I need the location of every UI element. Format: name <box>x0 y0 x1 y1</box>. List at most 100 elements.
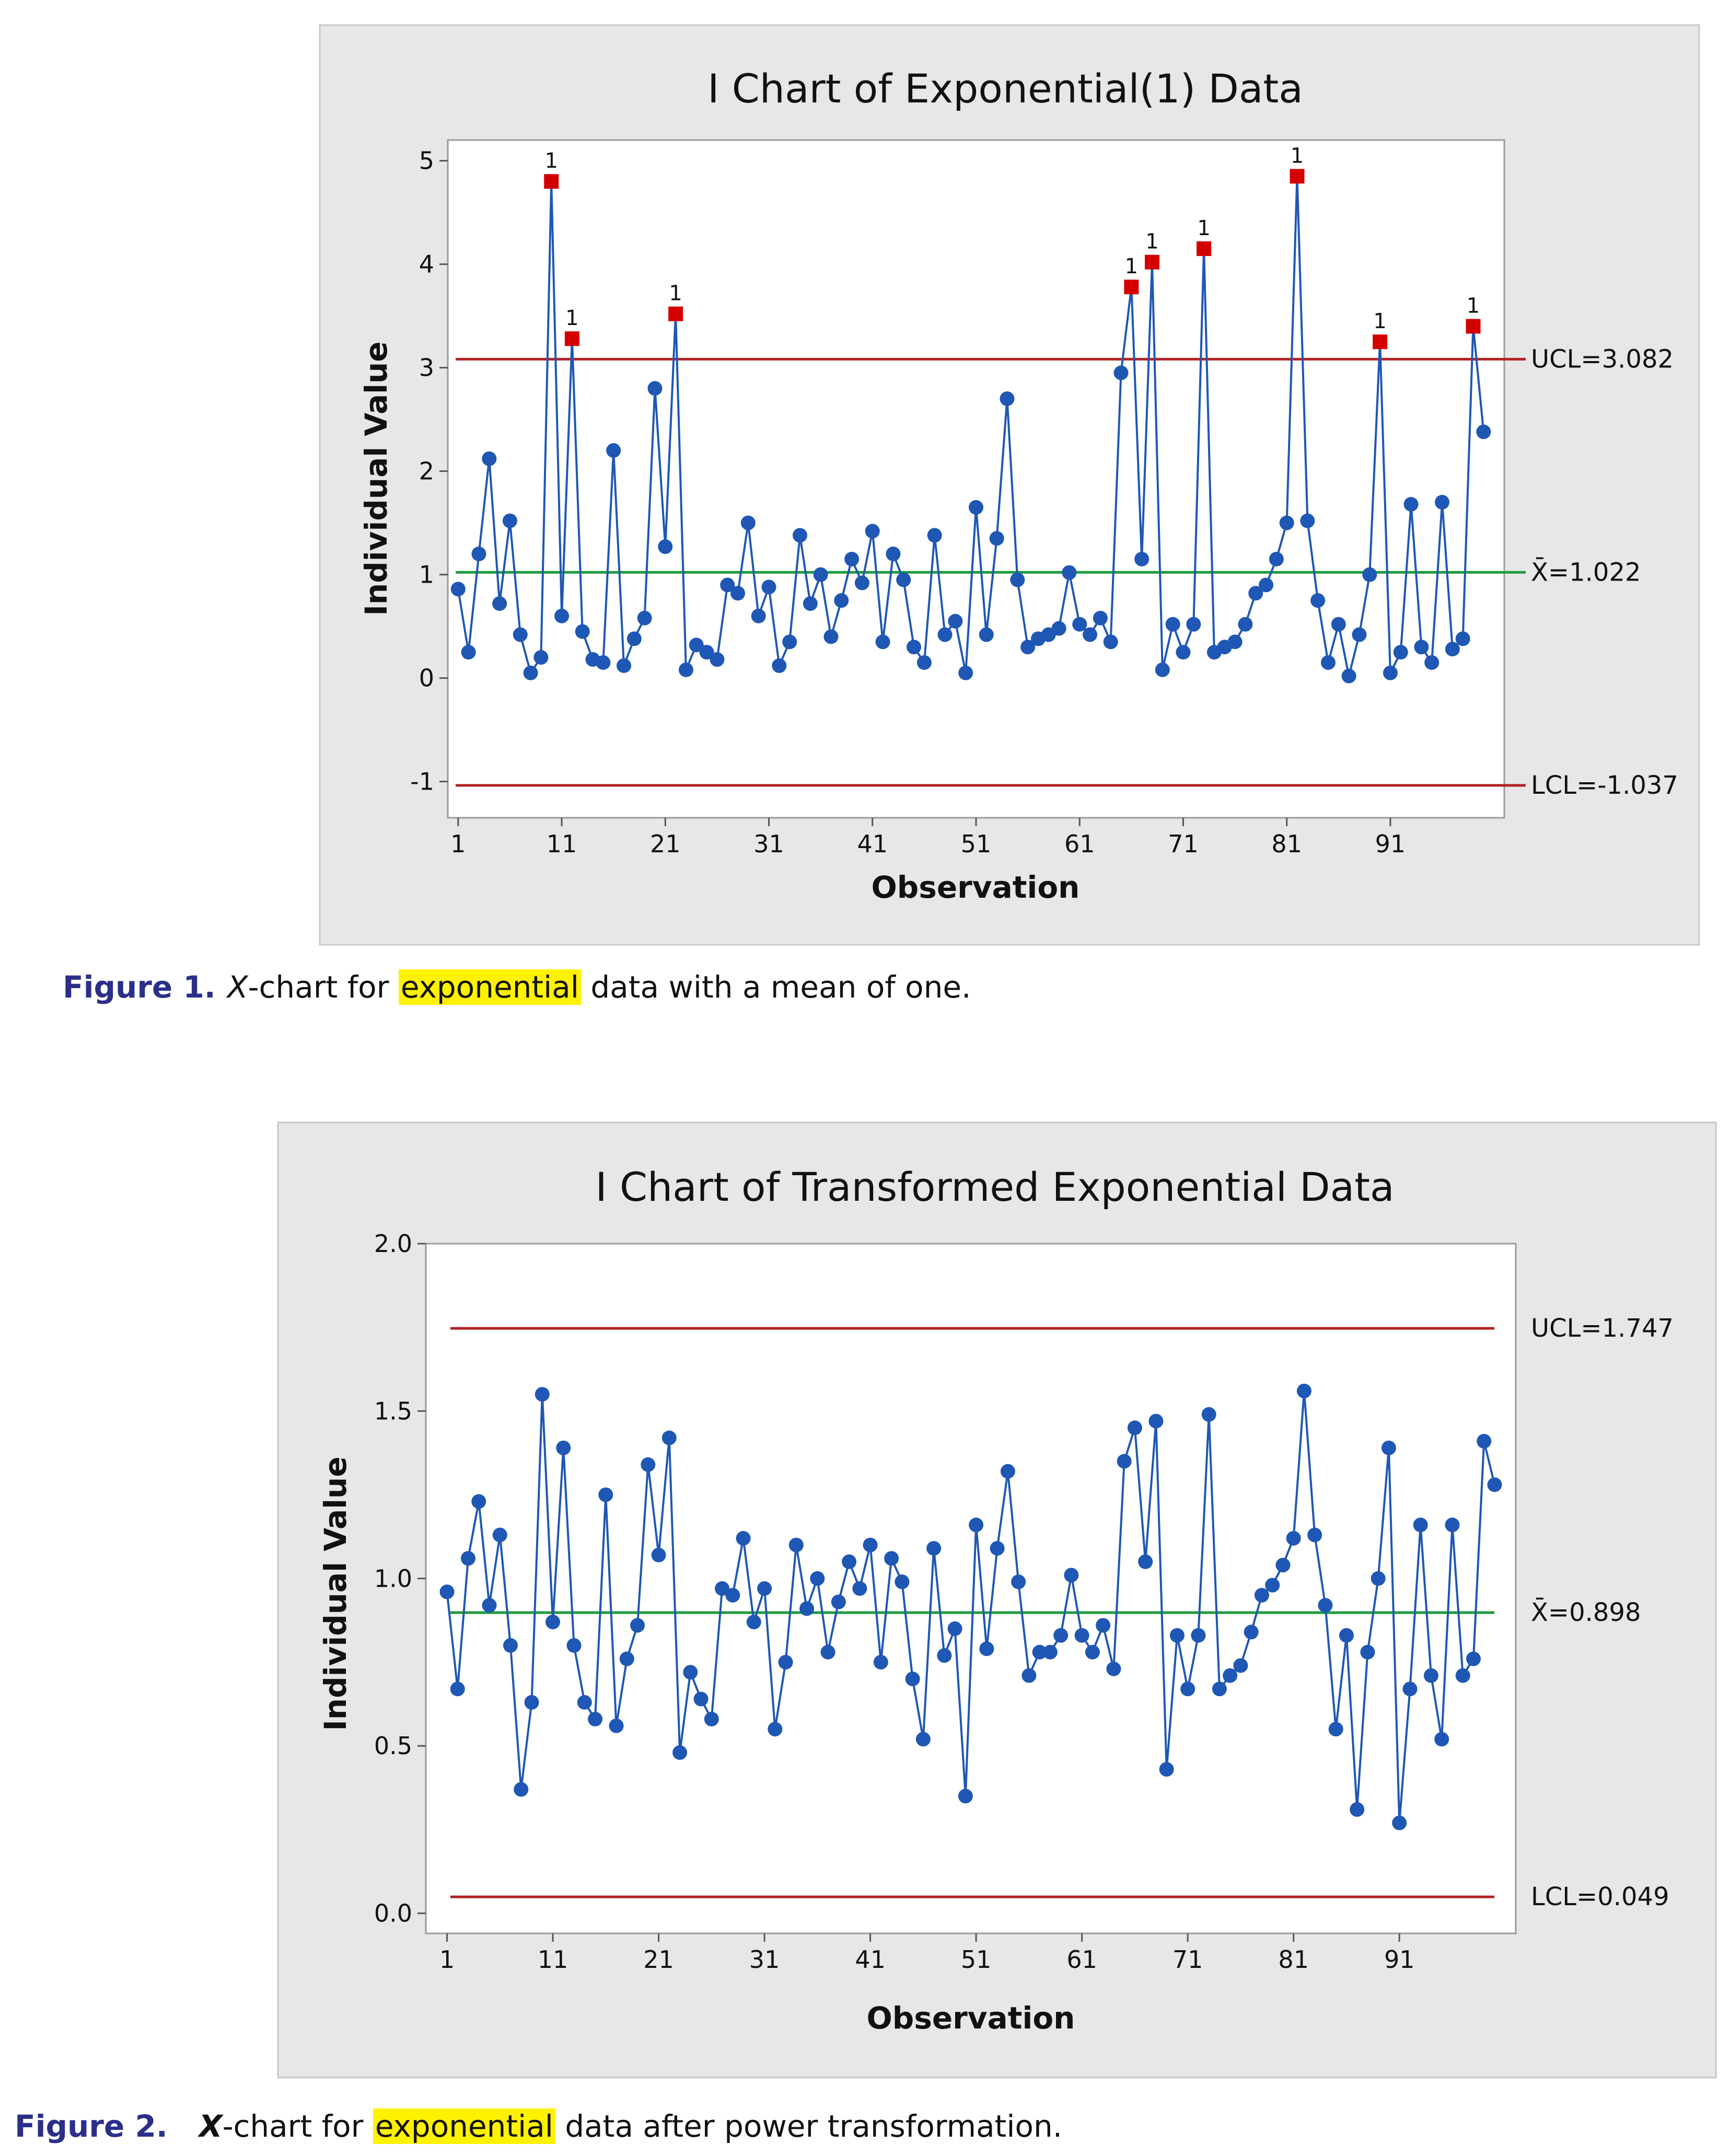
flag-label: 1 <box>1467 294 1480 318</box>
data-point <box>1393 645 1408 660</box>
data-point <box>693 1691 709 1707</box>
data-point <box>1331 617 1346 632</box>
data-point <box>782 634 797 650</box>
data-point <box>598 1487 613 1502</box>
x-tick-label: 81 <box>1271 830 1302 858</box>
data-point <box>689 637 704 653</box>
data-point <box>1011 1574 1026 1590</box>
data-point <box>916 655 932 670</box>
data-point <box>630 1618 645 1633</box>
data-point <box>831 1594 846 1609</box>
data-point <box>1212 1682 1227 1697</box>
data-point <box>1477 1434 1492 1449</box>
x-tick-label: 71 <box>1168 830 1199 858</box>
chart-transformed: I Chart of Transformed Exponential Data … <box>277 1121 1717 2079</box>
data-point <box>1424 655 1439 670</box>
data-point <box>1159 1762 1174 1777</box>
x-tick-label: 41 <box>857 830 888 858</box>
y-tick-label: 4 <box>419 250 434 279</box>
data-point <box>556 1440 571 1455</box>
data-point <box>1423 1668 1438 1683</box>
data-point <box>886 547 901 562</box>
data-point <box>1352 627 1367 642</box>
data-point <box>1233 1658 1248 1673</box>
data-point <box>937 627 953 642</box>
data-point <box>926 1541 942 1556</box>
data-point <box>1254 1587 1269 1603</box>
flag-label: 1 <box>565 306 578 330</box>
series-line <box>446 1390 1496 1823</box>
data-point <box>588 1711 603 1726</box>
y-axis-title: Individual Value <box>358 341 394 616</box>
data-point <box>1339 1628 1354 1643</box>
data-point <box>1248 586 1263 601</box>
flagged-point <box>1373 334 1388 350</box>
caption-text: data after power transformation. <box>555 2108 1063 2144</box>
data-point <box>915 1732 931 1747</box>
data-point <box>596 655 611 670</box>
data-point <box>439 1584 455 1599</box>
x-tick-label: 1 <box>450 830 466 858</box>
data-point <box>823 629 839 644</box>
flag-label: 1 <box>1197 216 1210 240</box>
y-axis-title: Individual Value <box>318 1456 353 1731</box>
data-point <box>524 1695 539 1710</box>
data-point <box>482 1598 497 1613</box>
data-point <box>757 1581 772 1596</box>
x-tick-label: 1 <box>439 1945 455 1974</box>
data-point <box>1021 1668 1037 1683</box>
data-point <box>1445 1517 1460 1533</box>
plot-area <box>425 1243 1517 1934</box>
data-point <box>482 451 497 466</box>
data-point <box>1341 668 1356 683</box>
data-point <box>1127 1420 1142 1435</box>
data-point <box>704 1711 719 1726</box>
data-point <box>609 1718 624 1733</box>
x-tick-label: 41 <box>855 1945 886 1974</box>
data-point <box>947 1621 962 1636</box>
data-point <box>865 524 880 539</box>
flag-label: 1 <box>1145 230 1158 254</box>
data-point <box>1265 1578 1280 1593</box>
data-point <box>658 539 673 554</box>
data-point <box>471 1494 486 1509</box>
data-point <box>1414 640 1429 655</box>
flagged-point <box>668 306 683 321</box>
data-point <box>637 610 652 625</box>
control-lines: UCL=3.082 X̄=1.022 LCL=-1.037 <box>456 344 1678 800</box>
control-lines: UCL=1.747 X̄=0.898 LCL=0.049 <box>450 1314 1674 1911</box>
data-point <box>1074 1628 1089 1643</box>
data-point <box>1445 642 1460 657</box>
data-point <box>799 1601 815 1616</box>
data-point <box>772 658 787 673</box>
data-point <box>1381 1440 1396 1455</box>
data-point <box>730 586 746 601</box>
x-tick-label: 61 <box>1066 1945 1097 1974</box>
data-point <box>895 1574 910 1590</box>
data-point <box>1072 617 1087 632</box>
data-point <box>1244 1625 1259 1640</box>
figure-label: Figure 2. <box>15 2108 168 2144</box>
data-point <box>1064 1568 1079 1583</box>
data-point <box>1117 1454 1132 1469</box>
ucl-label: UCL=3.082 <box>1531 344 1674 374</box>
flagged-point <box>1124 280 1139 295</box>
lcl-label: LCL=-1.037 <box>1531 771 1678 800</box>
data-point <box>768 1722 783 1737</box>
data-point <box>523 665 538 680</box>
data-point <box>1238 617 1253 632</box>
y-tick-label: -1 <box>410 768 434 796</box>
x-tick-label: 21 <box>650 830 681 858</box>
caption-text: -chart for <box>222 2108 373 2144</box>
data-point <box>842 1554 857 1569</box>
data-point <box>803 596 818 611</box>
data-point <box>844 551 860 566</box>
data-point <box>884 1551 899 1566</box>
data-point <box>1227 634 1243 650</box>
data-point <box>813 567 828 582</box>
data-point <box>1051 621 1066 636</box>
data-point <box>740 515 756 530</box>
data-point <box>1403 497 1419 512</box>
data-point <box>545 1615 561 1630</box>
